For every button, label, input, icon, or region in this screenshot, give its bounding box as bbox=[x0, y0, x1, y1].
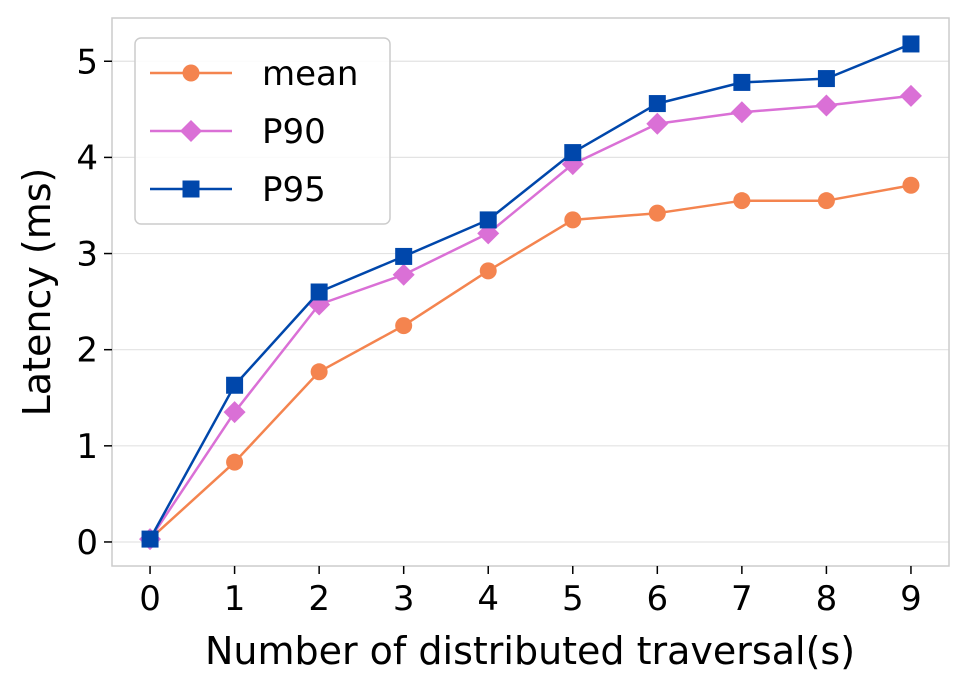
legend: mean P90 P95 bbox=[134, 37, 391, 225]
data-point bbox=[733, 73, 751, 91]
x-tick-label: 3 bbox=[393, 579, 415, 619]
plot-area-frame bbox=[111, 17, 950, 567]
data-point bbox=[226, 376, 244, 394]
data-point bbox=[902, 35, 920, 53]
data-point bbox=[646, 112, 669, 135]
x-axis-label: Number of distributed traversal(s) bbox=[205, 629, 855, 673]
legend-item-p90: P90 bbox=[150, 112, 326, 152]
data-point bbox=[902, 176, 920, 194]
data-point bbox=[310, 363, 328, 381]
data-point bbox=[392, 263, 415, 286]
data-point bbox=[733, 192, 751, 210]
data-point bbox=[395, 317, 413, 335]
data-point bbox=[564, 144, 582, 162]
y-tick-label: 0 bbox=[76, 523, 98, 563]
y-tick-label: 2 bbox=[76, 331, 98, 371]
x-tick-label: 1 bbox=[224, 579, 246, 619]
x-axis-ticks: 0 1 2 3 4 5 6 7 8 9 bbox=[139, 566, 922, 619]
data-point bbox=[479, 262, 497, 280]
data-point bbox=[223, 401, 246, 424]
data-point bbox=[310, 283, 328, 301]
legend-marker bbox=[182, 64, 200, 82]
y-tick-label: 3 bbox=[76, 235, 98, 275]
x-tick-label: 6 bbox=[646, 579, 668, 619]
legend-label: P90 bbox=[262, 112, 326, 152]
legend-label: mean bbox=[262, 54, 358, 94]
legend-label: P95 bbox=[262, 170, 326, 210]
series-mean bbox=[141, 176, 920, 548]
legend-marker bbox=[182, 180, 200, 198]
y-tick-label: 5 bbox=[76, 42, 98, 82]
data-point bbox=[479, 211, 497, 229]
x-tick-label: 0 bbox=[139, 579, 161, 619]
data-point bbox=[815, 94, 838, 117]
data-point bbox=[226, 453, 244, 471]
series-p95 bbox=[141, 35, 920, 548]
legend-items: mean P90 P95 bbox=[150, 54, 358, 210]
y-tick-label: 1 bbox=[76, 427, 98, 467]
legend-box bbox=[134, 37, 391, 225]
legend-item-mean: mean bbox=[150, 54, 358, 94]
x-tick-label: 5 bbox=[562, 579, 584, 619]
data-point bbox=[395, 247, 413, 265]
series-line bbox=[148, 42, 912, 540]
series-group bbox=[139, 35, 922, 551]
data-point bbox=[730, 101, 753, 124]
legend-marker bbox=[180, 120, 202, 142]
series-line bbox=[148, 94, 912, 540]
y-tick-label: 4 bbox=[76, 138, 98, 178]
data-point bbox=[817, 192, 835, 210]
data-point bbox=[899, 84, 922, 107]
x-tick-label: 8 bbox=[816, 579, 838, 619]
data-point bbox=[648, 95, 666, 113]
x-tick-label: 4 bbox=[477, 579, 499, 619]
y-axis-ticks: 0 1 2 3 4 5 bbox=[76, 42, 112, 563]
data-point bbox=[564, 211, 582, 229]
x-tick-label: 2 bbox=[308, 579, 330, 619]
data-point bbox=[141, 530, 159, 548]
legend-item-p95: P95 bbox=[150, 170, 326, 210]
y-axis-label: Latency (ms) bbox=[15, 168, 59, 417]
data-point bbox=[817, 70, 835, 88]
x-tick-label: 9 bbox=[900, 579, 922, 619]
data-point bbox=[648, 204, 666, 222]
x-tick-label: 7 bbox=[731, 579, 753, 619]
series-line bbox=[149, 184, 912, 541]
